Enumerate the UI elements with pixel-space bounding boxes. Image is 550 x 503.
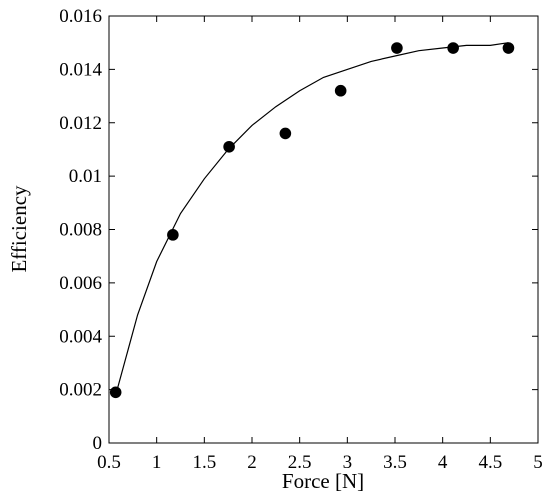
- x-tick-label: 4: [438, 452, 448, 473]
- tick-labels: 0.5 1 1.5 2 2.5 3 3.5 4 4.5 5 0 0.002 0.004 0.006 0.00…: [59, 6, 543, 473]
- y-tick-label: 0.002: [59, 380, 102, 401]
- x-tick-label: 2: [247, 452, 257, 473]
- y-tick-label: 0.008: [59, 220, 102, 241]
- data-points-layer: [109, 42, 515, 399]
- x-tick-label: 3.5: [383, 452, 407, 473]
- x-axis-title: Force [N]: [282, 469, 364, 493]
- y-tick-label: 0.012: [59, 113, 102, 134]
- x-tick-label: 3: [343, 452, 353, 473]
- fit-curve-layer: [115, 42, 509, 396]
- x-tick-label: 0.5: [97, 452, 121, 473]
- y-tick-label: 0.004: [59, 326, 102, 347]
- x-tick-label: 5: [533, 452, 543, 473]
- data-point: [447, 42, 459, 54]
- axis-ticks: [108, 15, 539, 444]
- data-point: [223, 140, 235, 153]
- x-tick-label: 4.5: [478, 452, 502, 473]
- x-tick-label: 1.5: [192, 452, 216, 473]
- y-tick-label: 0.006: [59, 273, 102, 294]
- data-point: [109, 386, 122, 399]
- y-axis-title: Efficiency: [7, 185, 31, 273]
- data-point: [334, 84, 347, 97]
- y-tick-label: 0.014: [59, 59, 102, 80]
- data-point: [167, 229, 179, 241]
- x-tick-label: 1: [152, 452, 162, 473]
- y-tick-label: 0: [93, 433, 103, 454]
- data-point: [502, 42, 515, 54]
- y-tick-label: 0.01: [69, 166, 102, 187]
- y-tick-label: 0.016: [59, 6, 102, 27]
- x-tick-label: 2.5: [288, 452, 312, 473]
- fit-curve: [115, 42, 509, 396]
- data-point: [391, 42, 403, 54]
- data-point: [279, 127, 292, 140]
